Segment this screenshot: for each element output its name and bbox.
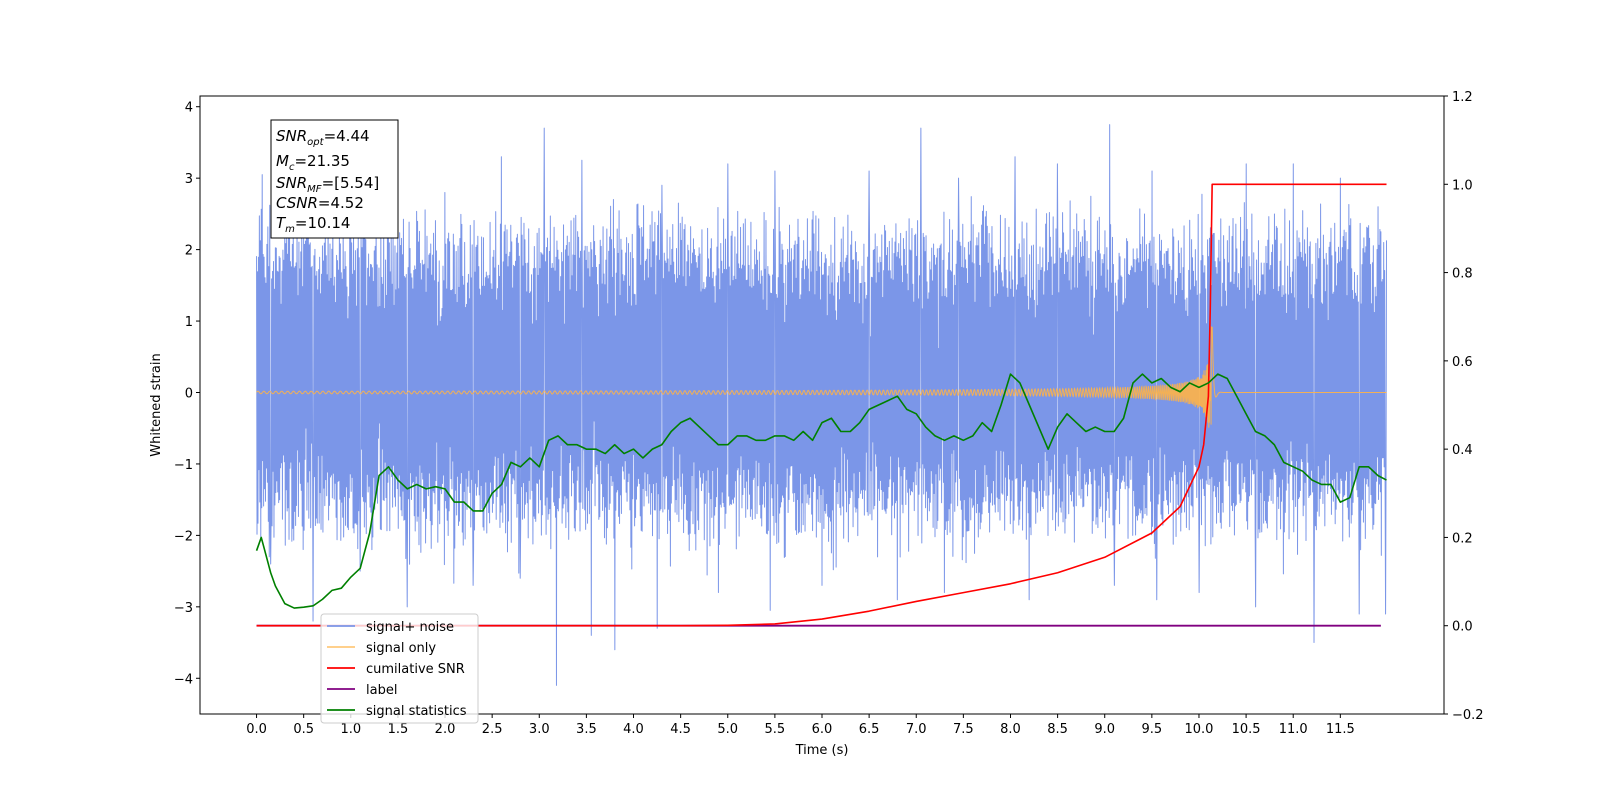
x-tick-label: 1.5: [388, 722, 409, 737]
x-tick-label: 9.5: [1142, 722, 1163, 737]
info-box-frame: [270, 119, 399, 239]
y2-tick-label: 1.0: [1452, 178, 1473, 193]
x-tick-label: 11.5: [1326, 722, 1355, 737]
y-tick-label: 2: [185, 244, 193, 259]
y-axis-left: −4 −3 −2 −1 0 1 2 3 4: [174, 101, 200, 687]
signal-noise-series: [256, 124, 1388, 686]
x-tick-label: 2.5: [482, 722, 503, 737]
y-tick-label: −3: [174, 601, 193, 616]
signal-noise-line: [256, 124, 1388, 686]
x-tick-label: 5.5: [765, 722, 786, 737]
x-tick-label: 3.0: [529, 722, 550, 737]
csnr-text: CSNR=4.52: [276, 194, 364, 212]
x-tick-label: 1.0: [340, 722, 361, 737]
y2-tick-label: 0.6: [1452, 355, 1473, 370]
x-tick-label: 0.0: [246, 722, 267, 737]
y2-tick-label: −0.2: [1452, 708, 1484, 723]
merger-time-text: Tm=10.14: [276, 214, 350, 235]
y2-tick-label: 0.0: [1452, 620, 1473, 635]
legend-label: signal+ noise: [366, 620, 454, 635]
snr-opt-text: SNRopt=4.44: [276, 127, 370, 148]
x-axis-label: Time (s): [795, 743, 849, 758]
x-axis: 0.0 0.5 1.0 1.5 2.0 2.5 3.0 3.5 4.0 4.5 5.0 5.5 6.0 6…: [246, 714, 1355, 737]
y-tick-label: 1: [185, 315, 193, 330]
signal-only-line: [256, 326, 1387, 428]
x-tick-label: 9.0: [1094, 722, 1115, 737]
legend-label: signal only: [366, 641, 436, 656]
signal-only-series: [256, 326, 1387, 428]
x-tick-label: 6.0: [812, 722, 833, 737]
x-tick-label: 2.0: [435, 722, 456, 737]
signal-statistics-series: [255, 373, 1387, 609]
x-tick-label: 4.5: [670, 722, 691, 737]
x-tick-label: 4.0: [623, 722, 644, 737]
x-tick-label: 7.5: [953, 722, 974, 737]
x-tick-label: 8.0: [1000, 722, 1021, 737]
y-tick-label: 4: [185, 101, 193, 116]
x-tick-label: 11.0: [1279, 722, 1308, 737]
cumulative-snr-line: [256, 183, 1387, 627]
metrics-info-box: SNRopt=4.44 Mc=21.35 SNRMF=[5.54] CSNR=4…: [270, 119, 399, 239]
cumulative-snr-series: [256, 183, 1387, 627]
snr-mf-text: SNRMF=[5.54]: [276, 174, 379, 195]
legend: signal+ noise signal only cumilative SNR la…: [320, 613, 479, 724]
signal-statistics-line: [255, 373, 1387, 609]
y-axis-label: Whitened strain: [149, 353, 164, 456]
y2-tick-label: 0.8: [1452, 267, 1473, 282]
y-tick-label: −1: [174, 458, 193, 473]
legend-label: cumilative SNR: [366, 662, 465, 677]
legend-label: label: [366, 683, 397, 698]
y-axis-right: −0.2 0.0 0.2 0.4 0.6 0.8 1.0 1.2: [1444, 90, 1484, 723]
y-tick-label: 0: [185, 386, 193, 401]
legend-label: signal statistics: [366, 704, 467, 719]
x-tick-label: 5.0: [717, 722, 738, 737]
x-tick-label: 7.0: [906, 722, 927, 737]
y-tick-label: −2: [174, 529, 193, 544]
chirp-mass-text: Mc=21.35: [276, 152, 350, 173]
y2-tick-label: 0.2: [1452, 531, 1473, 546]
y-tick-label: −4: [174, 672, 193, 687]
y2-tick-label: 0.4: [1452, 443, 1473, 458]
y-tick-label: 3: [185, 172, 193, 187]
x-tick-label: 6.5: [859, 722, 880, 737]
x-tick-label: 3.5: [576, 722, 597, 737]
y2-tick-label: 1.2: [1452, 90, 1473, 105]
x-tick-label: 0.5: [293, 722, 314, 737]
legend-frame: [320, 613, 479, 724]
x-tick-label: 10.5: [1232, 722, 1261, 737]
x-tick-label: 10.0: [1184, 722, 1213, 737]
x-tick-label: 8.5: [1047, 722, 1068, 737]
